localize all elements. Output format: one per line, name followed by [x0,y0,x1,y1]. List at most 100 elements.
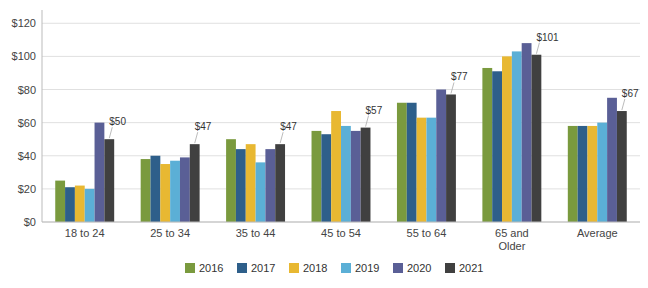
bar [312,131,322,222]
bar [417,118,427,222]
y-tick-label: $60 [18,117,36,129]
label-leader [195,132,198,143]
x-tick-label: 65 andOlder [495,227,529,252]
bar [160,164,170,222]
bar [568,126,578,222]
bar [265,149,275,222]
data-label: $77 [451,71,468,82]
bar [532,55,542,222]
bars [55,43,627,222]
bar [95,123,105,222]
bar [361,128,371,222]
legend-swatch [237,263,247,273]
bar [397,103,407,222]
x-tick-label-line: 25 to 34 [150,227,190,239]
x-tick-label: 55 to 64 [407,227,447,239]
legend-label: 2020 [407,262,431,274]
bar [426,118,436,222]
data-label: $50 [109,116,126,127]
bar [617,111,627,222]
y-tick-label: $0 [24,216,36,228]
bar [351,131,361,222]
bar [502,56,512,222]
legend-label: 2016 [199,262,223,274]
y-tick-label: $40 [18,150,36,162]
x-tick-label-line: Average [577,227,618,239]
data-label: $57 [366,105,383,116]
grid-line [42,89,640,90]
bar [492,71,502,222]
x-tick-label-line: 18 to 24 [65,227,105,239]
legend-swatch [445,263,455,273]
legend-label: 2018 [303,262,327,274]
y-tick-label: $20 [18,183,36,195]
y-tick-label: $80 [18,84,36,96]
chart: $0 $20 $40 $60 $80 $100 $120 $50 $47 $47 $57 $77 $10… [0,0,648,288]
bar [190,144,200,222]
grid-line [42,23,640,24]
bar [256,162,266,222]
label-leader [280,132,283,143]
y-tick-label: $120 [12,17,36,29]
bar [170,161,180,222]
bar [597,123,607,222]
x-tick-label: 45 to 54 [321,227,361,239]
bar [275,144,285,222]
bar [75,186,85,222]
bar [512,51,522,222]
bar [321,134,331,222]
x-tick-label: Average [577,227,618,239]
legend: 2016 2017 2018 2019 2020 2021 [185,262,483,274]
label-leader [451,82,454,93]
x-tick-label-line: 35 to 44 [236,227,276,239]
y-axis-line [42,10,43,222]
legend-swatch [341,263,351,273]
data-label: $101 [536,32,559,43]
x-tick-label: 18 to 24 [65,227,105,239]
y-grid [42,23,640,222]
label-leader [366,116,369,127]
bar [341,126,351,222]
x-tick-label: 25 to 34 [150,227,190,239]
x-tick-label-line: 45 to 54 [321,227,361,239]
legend-swatch [185,263,195,273]
bar [578,126,588,222]
bar [104,139,114,222]
bar [436,90,446,223]
y-tick-label: $100 [12,50,36,62]
x-tick-label: 35 to 44 [236,227,276,239]
label-leader [109,127,112,138]
label-leader [536,43,539,54]
bar [85,189,95,222]
data-label: $47 [280,121,297,132]
label-leader [622,99,625,110]
bar [226,139,236,222]
bar [150,156,160,222]
grid-line [42,222,640,223]
bar [407,103,417,222]
bar [55,181,65,222]
bar [236,149,246,222]
legend-label: 2021 [459,262,483,274]
bar [180,157,190,222]
bar [522,43,532,222]
bar [331,111,341,222]
legend-swatch [393,263,403,273]
grid-line [42,56,640,57]
data-label: $47 [195,121,212,132]
legend-label: 2017 [251,262,275,274]
x-axis-line [42,222,640,223]
bar [141,159,151,222]
legend-swatch [289,263,299,273]
bar [446,94,456,222]
bar [65,187,75,222]
x-tick-label-line: 55 to 64 [407,227,447,239]
data-label: $67 [622,88,639,99]
bar [607,98,617,222]
bar [246,144,256,222]
bar [482,68,492,222]
legend-label: 2019 [355,262,379,274]
x-tick-label-line: 65 and [495,227,529,239]
x-tick-label-line: Older [498,240,525,252]
bar [587,126,597,222]
